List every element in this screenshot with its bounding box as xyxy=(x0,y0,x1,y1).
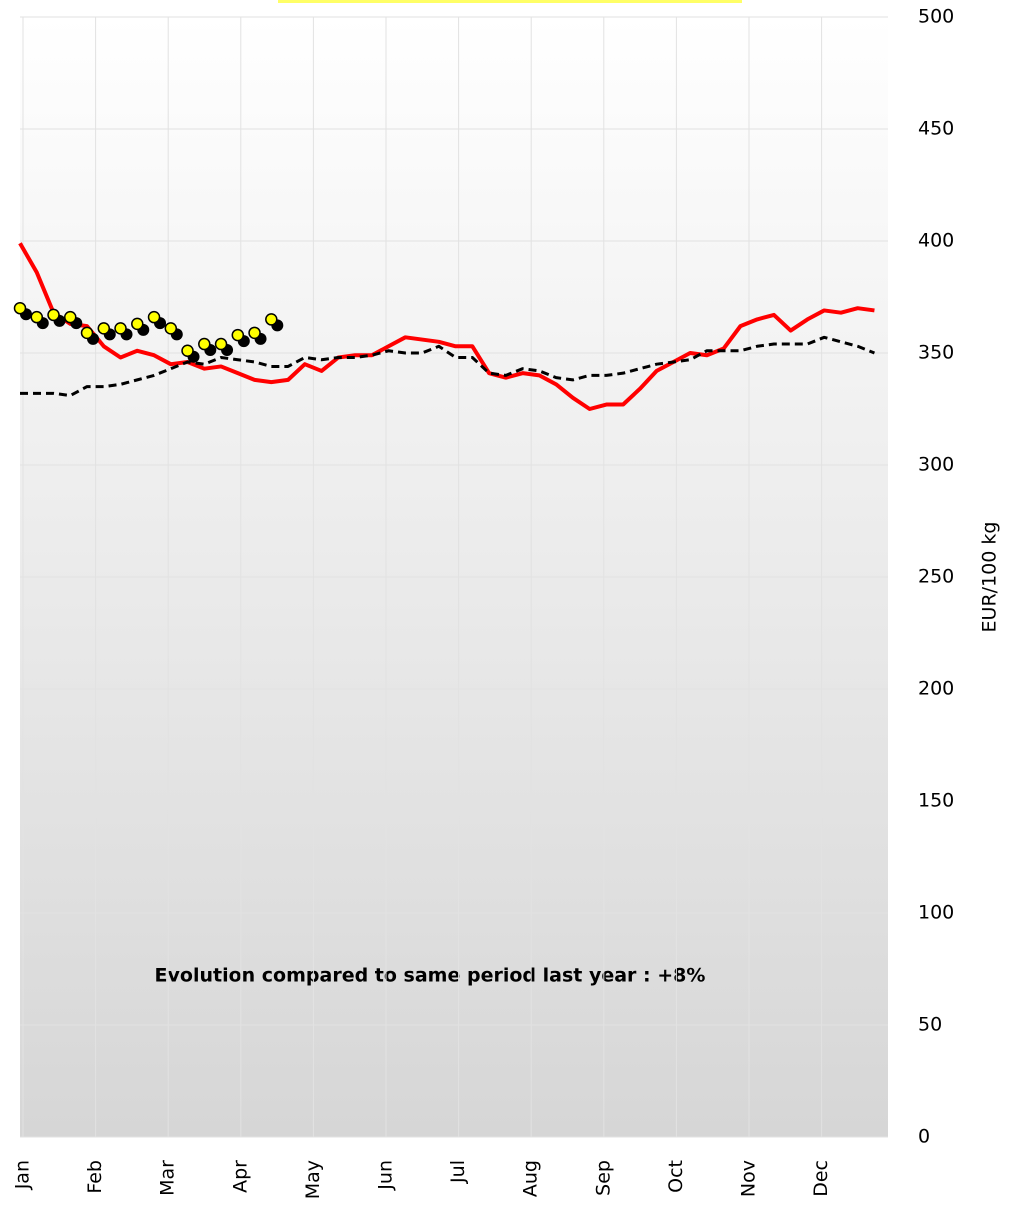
y-tick-label: 50 xyxy=(918,1014,942,1036)
x-tick-label: Mar xyxy=(157,1160,179,1196)
x-tick-label: Dec xyxy=(810,1160,832,1197)
annotation: Evolution compared to same period last y… xyxy=(155,965,706,987)
y-tick-label: 300 xyxy=(918,454,954,476)
y-axis-label: EUR/100 kg xyxy=(979,522,1001,633)
y-tick-label: 200 xyxy=(918,678,954,700)
title-highlight xyxy=(278,0,742,3)
point xyxy=(214,337,228,351)
point xyxy=(97,322,111,335)
point xyxy=(64,310,77,324)
point xyxy=(147,310,161,324)
point xyxy=(265,313,278,326)
point xyxy=(30,310,44,324)
point xyxy=(80,326,94,340)
x-tick-label: Jul xyxy=(447,1160,469,1184)
y-tick-label: 250 xyxy=(918,566,954,588)
point xyxy=(248,326,261,340)
y-tick-label: 0 xyxy=(918,1126,930,1148)
y-tick-label: 450 xyxy=(918,118,954,140)
point xyxy=(131,317,144,331)
x-tick-label: Aug xyxy=(520,1160,542,1197)
y-tick-label: 500 xyxy=(918,6,954,28)
x-tick-label: Feb xyxy=(84,1160,106,1194)
series-line xyxy=(20,335,876,398)
x-tick-label: Sep xyxy=(592,1160,614,1196)
point xyxy=(164,322,178,335)
point xyxy=(47,308,60,322)
point xyxy=(114,322,127,335)
x-tick-label: May xyxy=(302,1160,324,1199)
point xyxy=(198,337,211,351)
x-tick-label: Nov xyxy=(738,1160,760,1197)
x-tick-label: Jan xyxy=(12,1160,34,1190)
point xyxy=(231,328,245,342)
x-tick-label: Oct xyxy=(665,1160,687,1193)
x-tick-label: Jun xyxy=(375,1160,397,1191)
point xyxy=(13,301,27,315)
y-tick-label: 100 xyxy=(918,902,954,924)
y-tick-label: 400 xyxy=(918,230,954,252)
series-line xyxy=(18,242,875,411)
y-tick-label: 350 xyxy=(918,342,954,364)
x-tick-label: Apr xyxy=(229,1160,251,1193)
y-tick-label: 150 xyxy=(918,790,954,812)
point xyxy=(181,344,194,358)
